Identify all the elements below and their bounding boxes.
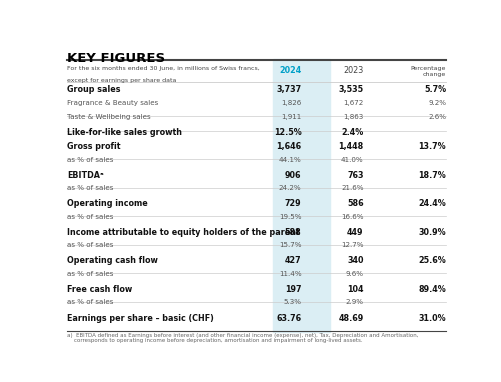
Text: 1,646: 1,646 [276, 142, 302, 151]
Text: Earnings per share – basic (CHF): Earnings per share – basic (CHF) [67, 314, 214, 322]
Text: 5.3%: 5.3% [284, 299, 302, 305]
Text: 9.6%: 9.6% [346, 271, 364, 277]
Text: as % of sales: as % of sales [67, 271, 114, 277]
Text: 5.7%: 5.7% [424, 85, 446, 94]
Text: 12.7%: 12.7% [341, 242, 364, 248]
Text: Operating income: Operating income [67, 199, 148, 209]
Text: 21.6%: 21.6% [341, 185, 364, 191]
Text: 906: 906 [285, 171, 302, 180]
Bar [274, 59, 330, 332]
Text: Taste & Wellbeing sales: Taste & Wellbeing sales [67, 114, 151, 120]
Text: Fragrance & Beauty sales: Fragrance & Beauty sales [67, 100, 158, 105]
Text: Operating cash flow: Operating cash flow [67, 256, 158, 265]
Text: 1,448: 1,448 [338, 142, 364, 151]
Text: 2.6%: 2.6% [428, 114, 446, 120]
Text: 13.7%: 13.7% [419, 142, 446, 151]
Text: 3,737: 3,737 [276, 85, 302, 94]
Text: 104: 104 [347, 285, 364, 294]
Text: 3,535: 3,535 [338, 85, 364, 94]
Text: as % of sales: as % of sales [67, 242, 114, 248]
Text: 2023: 2023 [343, 66, 364, 75]
Text: as % of sales: as % of sales [67, 185, 114, 191]
Text: 1,672: 1,672 [343, 100, 364, 105]
Text: 11.4%: 11.4% [279, 271, 302, 277]
Text: 340: 340 [347, 256, 364, 265]
Text: 729: 729 [285, 199, 302, 209]
Text: as % of sales: as % of sales [67, 214, 114, 220]
Text: 63.76: 63.76 [276, 314, 302, 322]
Text: as % of sales: as % of sales [67, 157, 114, 163]
Text: 1,863: 1,863 [343, 114, 364, 120]
Text: 588: 588 [285, 228, 302, 237]
Text: 1,826: 1,826 [281, 100, 302, 105]
Text: 31.0%: 31.0% [419, 314, 446, 322]
Text: as % of sales: as % of sales [67, 299, 114, 305]
Text: Group sales: Group sales [67, 85, 121, 94]
Text: 427: 427 [285, 256, 302, 265]
Text: 763: 763 [347, 171, 364, 180]
Text: Gross profit: Gross profit [67, 142, 121, 151]
Text: a)  EBITDA defined as Earnings before interest (and other financial income (expe: a) EBITDA defined as Earnings before int… [67, 333, 419, 343]
Text: KEY FIGURES: KEY FIGURES [67, 52, 165, 65]
Text: 2.4%: 2.4% [341, 128, 364, 137]
Text: 24.4%: 24.4% [418, 199, 446, 209]
Text: 89.4%: 89.4% [418, 285, 446, 294]
Text: 586: 586 [347, 199, 364, 209]
Text: 449: 449 [347, 228, 364, 237]
Text: 25.6%: 25.6% [418, 256, 446, 265]
Text: 16.6%: 16.6% [341, 214, 364, 220]
Text: 2.9%: 2.9% [346, 299, 364, 305]
Text: Percentage
change: Percentage change [411, 66, 446, 77]
Text: 48.69: 48.69 [338, 314, 364, 322]
Text: 2024: 2024 [279, 66, 302, 75]
Text: except for earnings per share data: except for earnings per share data [67, 78, 177, 83]
Text: 41.0%: 41.0% [341, 157, 364, 163]
Text: For the six months ended 30 June, in millions of Swiss francs,: For the six months ended 30 June, in mil… [67, 66, 260, 71]
Text: 9.2%: 9.2% [428, 100, 446, 105]
Text: 15.7%: 15.7% [279, 242, 302, 248]
Text: 12.5%: 12.5% [274, 128, 302, 137]
Text: 1,911: 1,911 [281, 114, 302, 120]
Text: 18.7%: 18.7% [418, 171, 446, 180]
Text: Like-for-like sales growth: Like-for-like sales growth [67, 128, 182, 137]
Text: 24.2%: 24.2% [279, 185, 302, 191]
Text: 44.1%: 44.1% [279, 157, 302, 163]
Text: 19.5%: 19.5% [279, 214, 302, 220]
Text: EBITDAᵃ: EBITDAᵃ [67, 171, 104, 180]
Text: 30.9%: 30.9% [419, 228, 446, 237]
Text: 197: 197 [285, 285, 302, 294]
Text: Free cash flow: Free cash flow [67, 285, 133, 294]
Text: Income attributable to equity holders of the parent: Income attributable to equity holders of… [67, 228, 300, 237]
